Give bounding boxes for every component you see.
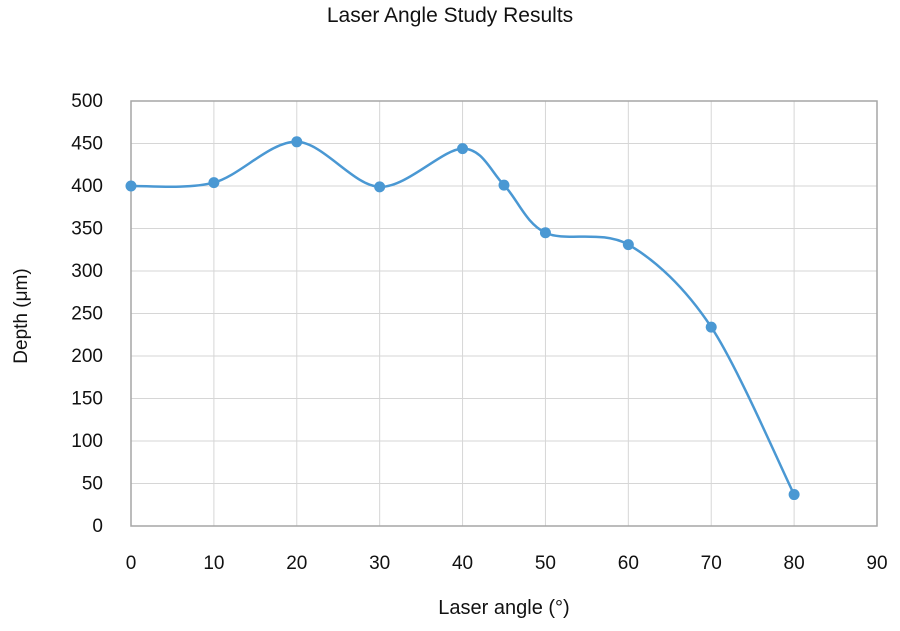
x-tick-label: 40 [452,553,473,574]
y-tick-label: 100 [71,431,103,452]
y-tick-label: 350 [71,219,103,240]
y-tick-label: 500 [71,91,103,112]
x-tick-label: 50 [535,553,556,574]
chart-title: Laser Angle Study Results [326,4,574,27]
series-line [130,140,796,496]
y-axis-label: Depth (μm) [11,268,32,364]
x-tick-label: 20 [286,553,307,574]
x-axis-ticks: 0 10 20 30 40 50 60 70 80 90 [126,553,888,574]
x-tick-label: 10 [203,553,224,574]
data-point [125,180,137,192]
data-point [374,181,386,193]
y-tick-label: 50 [82,474,103,495]
y-tick-label: 150 [71,389,103,410]
x-tick-label: 60 [618,553,639,574]
y-tick-label: 0 [92,516,103,537]
y-tick-label: 300 [71,261,103,282]
y-axis-ticks: 0 50 100 150 200 250 300 350 400 450 500 [71,91,103,537]
x-tick-label: 90 [866,553,887,574]
data-point [705,321,717,333]
grid-lines [130,100,878,527]
data-point [788,489,800,501]
x-tick-label: 70 [701,553,722,574]
y-tick-label: 200 [71,346,103,367]
y-tick-label: 450 [71,134,103,155]
plot-area-border [130,100,878,527]
data-point [291,136,303,148]
x-tick-label: 0 [126,553,137,574]
data-point [622,239,634,251]
data-point [457,143,469,155]
x-tick-label: 30 [369,553,390,574]
data-point [498,179,510,191]
data-point [539,227,551,239]
y-tick-label: 400 [71,176,103,197]
x-tick-label: 80 [784,553,805,574]
x-axis-label: Laser angle (°) [438,597,570,619]
data-series [125,136,800,501]
data-point [208,177,220,189]
y-tick-label: 250 [71,304,103,325]
